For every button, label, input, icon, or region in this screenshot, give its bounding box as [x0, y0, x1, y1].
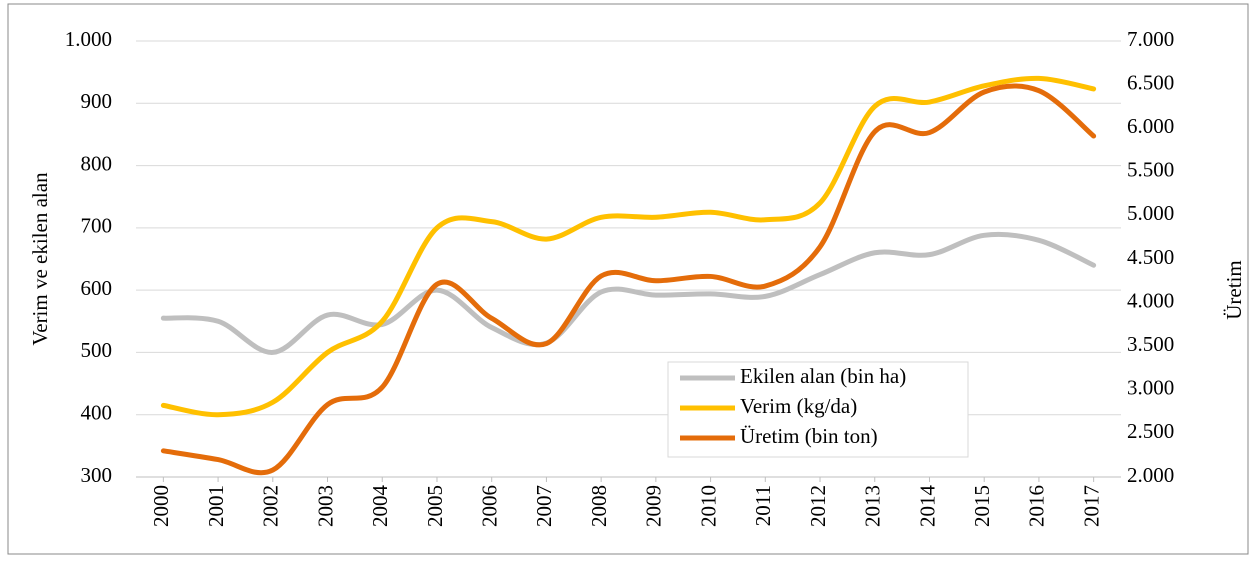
y-tick-label: 700	[81, 214, 113, 238]
y-tick-label: 600	[81, 276, 113, 300]
x-tick-label: 2009	[642, 485, 666, 527]
y-tick-label: 800	[81, 151, 113, 175]
chart-frame	[7, 3, 1249, 555]
x-tick-label: 2007	[532, 485, 556, 527]
y-tick-label: 900	[81, 89, 113, 113]
x-tick-label: 2017	[1079, 485, 1103, 527]
y-tick-label: 300	[81, 463, 113, 487]
y2-tick-label: 3.000	[1127, 376, 1174, 400]
y2-tick-label: 2.500	[1127, 419, 1174, 443]
y2-tick-label: 5.500	[1127, 158, 1174, 182]
y2-tick-label: 3.500	[1127, 332, 1174, 356]
x-tick-label: 2016	[1025, 485, 1049, 527]
series-line	[160, 231, 1097, 355]
x-tick-label: 2001	[204, 485, 228, 527]
y2-tick-label: 5.000	[1127, 201, 1174, 225]
y2-tick-label: 2.000	[1127, 463, 1174, 487]
series-line	[160, 83, 1097, 476]
y2-tick-label: 7.000	[1127, 27, 1174, 51]
legend-label: Verim (kg/da)	[740, 394, 857, 418]
y2-tick-label: 6.500	[1127, 70, 1174, 94]
x-tick-label: 2003	[313, 485, 337, 527]
x-tick-label: 2000	[149, 485, 173, 527]
y2-axis-label: Üretim	[1222, 260, 1246, 319]
x-tick-label: 2011	[751, 485, 775, 526]
x-tick-label: 2005	[423, 485, 447, 527]
x-tick-label: 2006	[478, 485, 502, 527]
y2-tick-label: 4.000	[1127, 288, 1174, 312]
x-tick-label: 2002	[259, 485, 283, 527]
x-tick-label: 2010	[696, 485, 720, 527]
y2-tick-label: 6.000	[1127, 114, 1174, 138]
y-tick-label: 500	[81, 338, 113, 362]
x-tick-label: 2008	[587, 485, 611, 527]
y-tick-label: 400	[81, 401, 113, 425]
x-tick-label: 2013	[861, 485, 885, 527]
y-tick-label: 1.000	[65, 27, 112, 51]
x-tick-label: 2014	[915, 485, 939, 528]
x-tick-label: 2015	[970, 485, 994, 527]
series-line	[160, 75, 1097, 418]
y2-tick-label: 4.500	[1127, 245, 1174, 269]
x-tick-label: 2004	[368, 485, 392, 528]
y-axis-label: Verim ve ekilen alan	[28, 172, 52, 346]
legend-label: Ekilen alan (bin ha)	[740, 364, 906, 388]
legend-label: Üretim (bin ton)	[740, 424, 878, 448]
x-tick-label: 2012	[806, 485, 830, 527]
